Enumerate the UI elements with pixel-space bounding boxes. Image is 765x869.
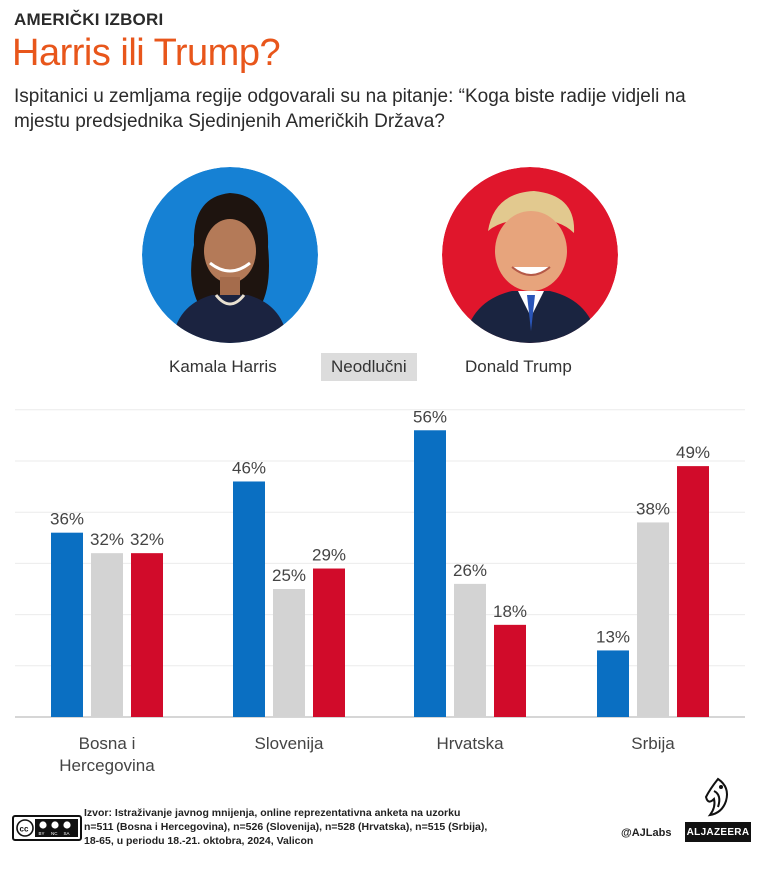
value-label-undecided-2: 26% [453, 561, 487, 580]
category-label-3: Srbija [631, 734, 675, 753]
kicker: AMERIČKI IZBORI [14, 10, 164, 29]
bar-harris-1 [233, 481, 265, 717]
value-label-undecided-3: 38% [636, 499, 670, 518]
source-note: Izvor: Istraživanje javnog mnijenja, onl… [84, 806, 564, 848]
bar-harris-3 [597, 650, 629, 717]
aljazeera-logo: ALJAZEERA [685, 822, 751, 842]
value-label-undecided-0: 32% [90, 530, 124, 549]
chart-gridlines [15, 409, 745, 718]
bar-trump-1 [313, 568, 345, 717]
bar-chart: 36% 32% 32% 46% 25% 29% 56% 26% 18% 13% 38% 49% Bos… [15, 407, 745, 775]
category-label-1: Slovenija [255, 734, 325, 753]
svg-text:SA: SA [64, 831, 70, 836]
svg-text:BY: BY [39, 831, 45, 836]
bar-undecided-2 [454, 583, 486, 717]
legend-undecided: Neodlučni [321, 353, 417, 381]
chart-bars [51, 430, 709, 717]
value-label-harris-2: 56% [413, 407, 447, 426]
svg-text:NC: NC [51, 831, 58, 836]
bar-harris-2 [414, 430, 446, 717]
creative-commons-icon: cc BY NC SA [12, 815, 82, 841]
svg-text:cc: cc [20, 825, 29, 834]
value-label-undecided-1: 25% [272, 566, 306, 585]
value-label-trump-0: 32% [130, 530, 164, 549]
chart-value-labels: 36% 32% 32% 46% 25% 29% 56% 26% 18% 13% 38% 49% [50, 407, 710, 646]
bar-trump-2 [494, 624, 526, 717]
source-line-3: 18-65, u periodu 18.-21. oktobra, 2024, … [84, 835, 314, 847]
value-label-trump-1: 29% [312, 546, 346, 565]
value-label-harris-0: 36% [50, 510, 84, 529]
bar-undecided-1 [273, 589, 305, 717]
legend-trump: Donald Trump [465, 357, 572, 376]
bar-trump-3 [677, 466, 709, 717]
value-label-trump-2: 18% [493, 602, 527, 621]
source-line-1: Izvor: Istraživanje javnog mnijenja, onl… [84, 807, 461, 819]
value-label-harris-1: 46% [232, 458, 266, 477]
page-title: Harris ili Trump? [12, 32, 281, 74]
category-label-2: Hrvatska [436, 734, 504, 753]
chart-category-labels: Bosna i Hercegovina Slovenija Hrvatska Srbij… [59, 734, 675, 775]
bar-trump-0 [131, 553, 163, 717]
category-label-0: Bosna i Hercegovina [59, 734, 155, 775]
value-label-trump-3: 49% [676, 443, 710, 462]
value-label-harris-3: 13% [596, 627, 630, 646]
al-jazeera-emblem [704, 777, 728, 817]
legend-harris: Kamala Harris [169, 357, 277, 376]
harris-portrait [142, 167, 318, 343]
bar-undecided-3 [637, 522, 669, 717]
bar-harris-0 [51, 532, 83, 717]
trump-portrait [442, 167, 618, 343]
subtitle: Ispitanici u zemljama regije odgovarali … [14, 86, 686, 132]
source-line-2: n=511 (Bosna i Hercegovina), n=526 (Slov… [84, 821, 488, 833]
bar-undecided-0 [91, 553, 123, 717]
ajlabs-handle: @AJLabs [621, 827, 672, 839]
